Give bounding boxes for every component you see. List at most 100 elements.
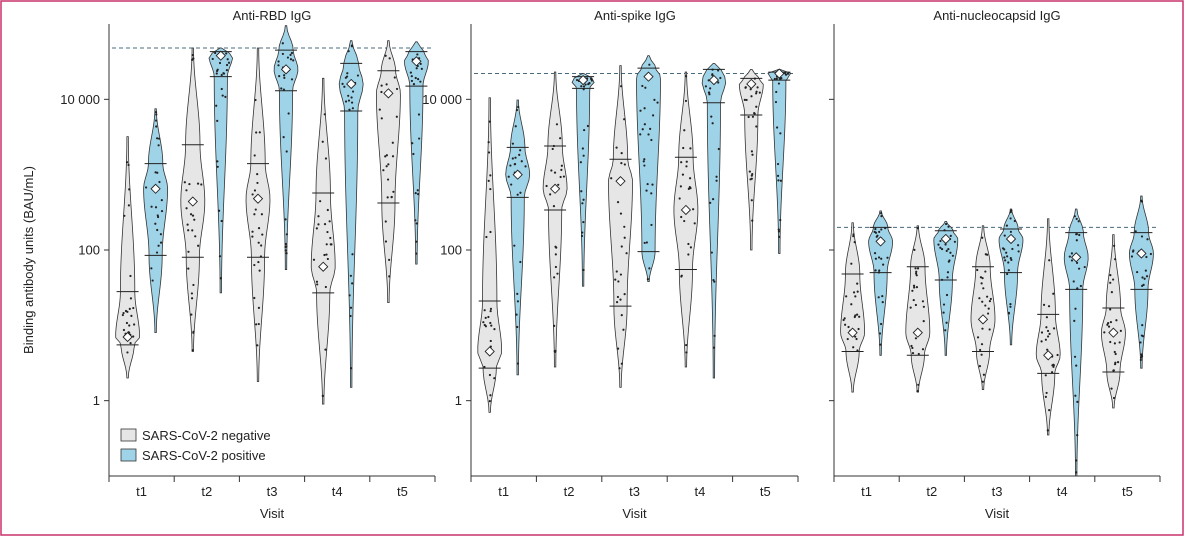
data-point [286,56,290,59]
legend-label-positive: SARS-CoV-2 positive [142,448,266,463]
data-point [380,90,383,94]
data-point [277,60,280,63]
data-point [779,179,783,182]
data-point [873,252,877,255]
data-point [750,95,753,98]
data-point [1107,321,1110,325]
data-point [419,62,422,65]
data-point [319,200,322,203]
data-point [1112,396,1116,400]
data-point [584,83,587,86]
data-point [483,323,486,327]
data-point [857,327,860,331]
data-point [1077,220,1080,223]
data-point [1145,255,1148,259]
data-point [648,267,651,270]
median-diamond [912,327,923,338]
violin-negative-t3 [245,47,271,382]
data-point [227,61,231,64]
data-point [944,243,947,246]
data-point [651,183,654,186]
data-point [616,295,620,299]
x-tick-label: t2 [564,484,575,499]
data-point [719,76,722,80]
data-point [489,307,493,310]
data-point [1075,232,1078,236]
data-point [349,314,352,318]
data-point [980,353,983,356]
data-point [260,213,264,216]
data-point [251,230,254,233]
data-point [158,137,161,140]
data-point [751,219,754,222]
data-point [921,300,925,303]
data-point [190,297,194,300]
data-point [916,267,920,270]
data-point [1110,291,1113,294]
data-point [852,235,855,238]
data-point [715,175,718,178]
data-point [326,230,329,234]
data-point [384,240,388,243]
median-diamond [187,196,198,207]
data-point [1075,364,1078,367]
data-point [515,313,518,316]
data-point [649,127,652,130]
data-point [874,227,877,231]
median-diamond [1071,252,1082,263]
data-point [156,137,159,140]
data-point [710,115,713,118]
data-point [623,293,626,296]
data-point [755,90,758,93]
data-point [877,296,880,299]
data-point [717,69,720,72]
data-point [285,233,288,236]
median-diamond [1043,350,1054,361]
data-point [132,306,135,310]
data-point [154,110,158,114]
x-tick-label: t5 [1122,484,1133,499]
data-point [158,180,161,184]
violin-positive-t4 [338,40,364,388]
data-point [914,267,917,270]
data-point [620,162,623,165]
data-point [844,323,847,326]
data-point [615,146,618,149]
data-point [553,276,556,279]
data-point [944,329,947,332]
data-point [945,293,949,297]
data-point [641,84,644,88]
data-point [513,244,516,247]
data-point [911,351,915,355]
data-point [777,179,780,182]
median-diamond [512,169,523,180]
data-point [489,310,492,313]
data-point [881,301,884,304]
data-point [193,218,196,221]
data-point [951,254,954,257]
data-point [685,343,688,347]
violin-positive-t4 [701,62,727,379]
data-point [911,289,914,292]
data-point [351,282,354,285]
data-point [711,73,714,76]
legend-swatch-positive [120,448,137,462]
data-point [218,61,222,65]
y-axis-label: Binding antibody units (BAU/mL) [21,166,36,354]
data-point [386,178,390,181]
data-point [257,241,260,244]
data-point [487,179,490,182]
data-point [587,83,590,86]
data-point [850,262,853,265]
data-point [777,228,780,231]
data-point [382,169,385,172]
data-point [1042,303,1046,306]
data-point [779,132,782,135]
data-point [620,314,623,317]
data-point [623,236,626,239]
data-point [350,96,353,99]
median-diamond [1005,233,1017,245]
data-point [215,72,218,75]
data-point [1103,331,1106,334]
data-point [1115,319,1118,322]
